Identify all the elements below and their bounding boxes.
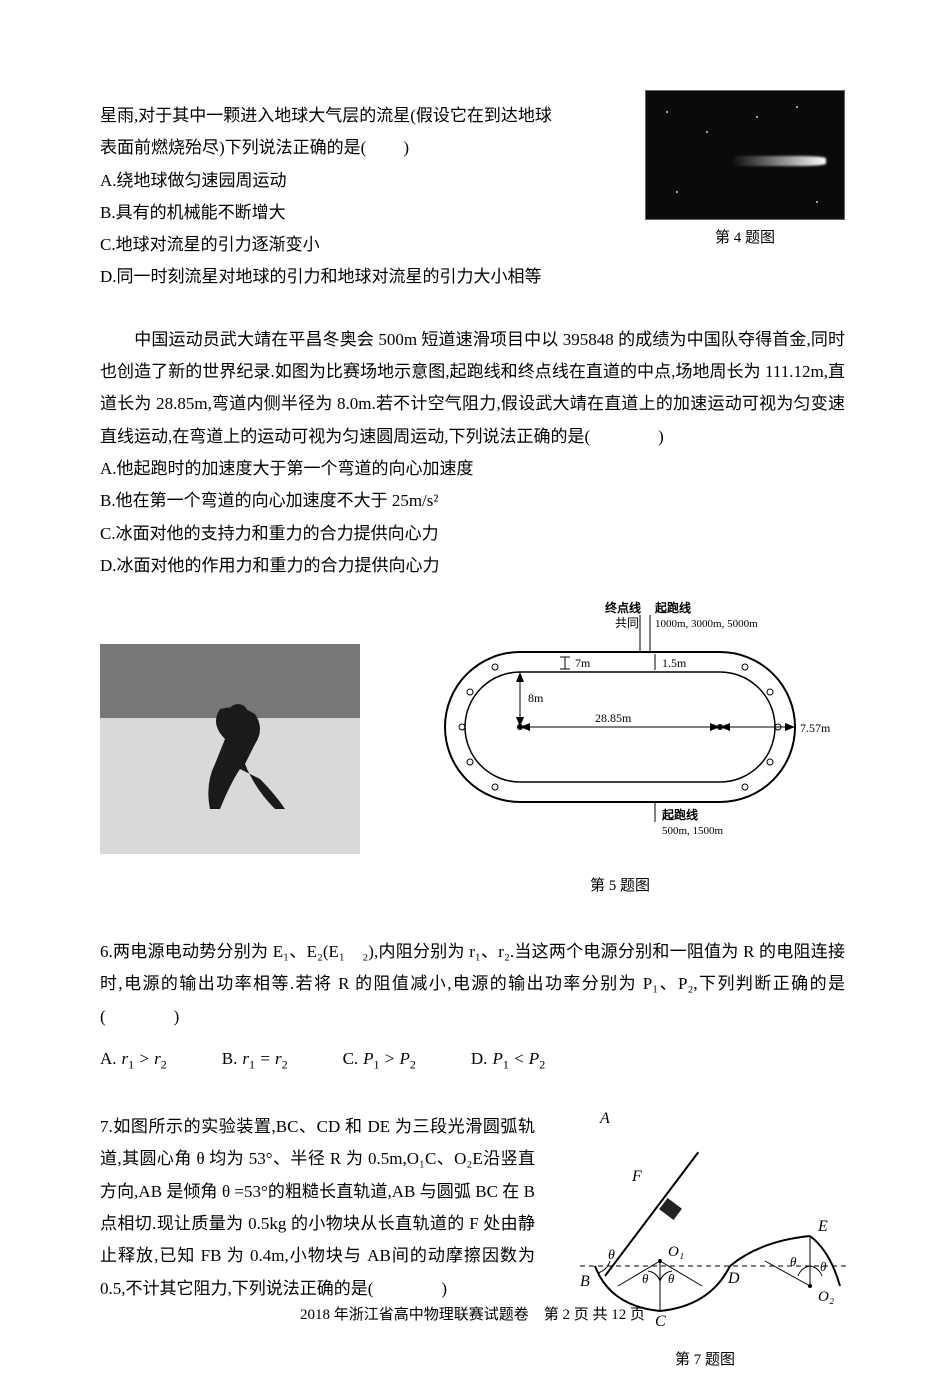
q6-stem: 6.两电源电动势分别为 E₁、E₂(E₁ ₂),内阻分别为 r₁、r₂.当这两个… bbox=[100, 936, 845, 1033]
q5-caption: 第 5 题图 bbox=[410, 872, 830, 901]
q4-caption: 第 4 题图 bbox=[645, 224, 845, 253]
q7-text: 7.如图所示的实验装置,BC、CD 和 DE 为三段光滑圆弧轨道,其圆心角 θ … bbox=[100, 1111, 535, 1305]
q7-theta-4: θ bbox=[790, 1254, 797, 1269]
q6-option-c: C.P1 > P2 bbox=[343, 1043, 416, 1076]
q4-option-b: B.具有的机械能不断增大 bbox=[100, 197, 610, 229]
track-svg: 终点线 起跑线 共同 1000m, 3000m, 5000m bbox=[410, 597, 830, 857]
q7-theta-3: θ bbox=[668, 1271, 675, 1286]
q5-option-c: C.冰面对他的支持力和重力的合力提供向心力 bbox=[100, 518, 845, 550]
q5-figures: 终点线 起跑线 共同 1000m, 3000m, 5000m bbox=[100, 597, 845, 901]
track-1-5m: 1.5m bbox=[662, 656, 687, 670]
q4-stem-line1: 星雨,对于其中一颗进入地球大气层的流星(假设它在到达地球 bbox=[100, 106, 552, 125]
track-finish-label: 终点线 bbox=[605, 600, 641, 615]
q7-figure: A F B C D E O₁ O₂ θ θ θ θ θ 第 7 题图 bbox=[550, 1111, 860, 1375]
track-start-label: 起跑线 bbox=[654, 600, 691, 615]
track-7m: 7m bbox=[575, 656, 591, 670]
q4-option-c: C.地球对流星的引力逐渐变小 bbox=[100, 229, 610, 261]
q6-option-d: D.P1 < P2 bbox=[471, 1043, 545, 1076]
q5-stem: 中国运动员武大靖在平昌冬奥会 500m 短道速滑项目中以 395848 的成绩为… bbox=[100, 324, 845, 453]
track-common-label: 共同 bbox=[615, 616, 639, 630]
q7-stem: 7.如图所示的实验装置,BC、CD 和 DE 为三段光滑圆弧轨道,其圆心角 θ … bbox=[100, 1111, 535, 1305]
track-7-57m: 7.57m bbox=[800, 721, 830, 735]
q4-text: 星雨,对于其中一颗进入地球大气层的流星(假设它在到达地球 表面前燃烧殆尽)下列说… bbox=[100, 100, 610, 294]
q6-options: A.r1 > r2 B.r1 = r2 C.P1 > P2 D.P1 < P2 bbox=[100, 1043, 845, 1076]
q7-label-D: D bbox=[727, 1270, 740, 1287]
track-dist-bot: 500m, 1500m bbox=[662, 825, 724, 837]
meteor-image bbox=[645, 90, 845, 220]
question-6: 6.两电源电动势分别为 E₁、E₂(E₁ ₂),内阻分别为 r₁、r₂.当这两个… bbox=[100, 936, 845, 1076]
q7-label-F: F bbox=[631, 1168, 642, 1185]
q7-theta-1: θ bbox=[608, 1248, 615, 1263]
question-5: 中国运动员武大靖在平昌冬奥会 500m 短道速滑项目中以 395848 的成绩为… bbox=[100, 324, 845, 901]
q6-option-b: B.r1 = r2 bbox=[222, 1043, 288, 1076]
q5-option-b: B.他在第一个弯道的向心加速度不大于 25m/s² bbox=[100, 485, 845, 517]
answer-blank bbox=[366, 138, 403, 157]
q4-stem: 星雨,对于其中一颗进入地球大气层的流星(假设它在到达地球 表面前燃烧殆尽)下列说… bbox=[100, 100, 610, 165]
q6-option-a: A.r1 > r2 bbox=[100, 1043, 167, 1076]
q4-option-d: D.同一时刻流星对地球的引力和地球对流星的引力大小相等 bbox=[100, 261, 610, 293]
q7-label-E: E bbox=[817, 1218, 828, 1235]
q4-figure: 第 4 题图 bbox=[645, 90, 845, 253]
q4-option-a: A.绕地球做匀速园周运动 bbox=[100, 165, 610, 197]
q7-caption: 第 7 题图 bbox=[550, 1346, 860, 1375]
q4-stem-line2: 表面前燃烧殆尽)下列说法正确的是( bbox=[100, 138, 366, 157]
track-start2: 起跑线 bbox=[661, 807, 698, 822]
page-footer: 2018 年浙江省高中物理联赛试题卷 第 2 页 共 12 页 bbox=[0, 1301, 945, 1330]
track-diagram: 终点线 起跑线 共同 1000m, 3000m, 5000m bbox=[410, 597, 830, 901]
q7-theta-5: θ bbox=[820, 1259, 827, 1274]
question-4: 星雨,对于其中一颗进入地球大气层的流星(假设它在到达地球 表面前燃烧殆尽)下列说… bbox=[100, 100, 845, 294]
track-28-85m: 28.85m bbox=[595, 711, 632, 725]
track-dist-top: 1000m, 3000m, 5000m bbox=[655, 618, 758, 630]
question-7: 7.如图所示的实验装置,BC、CD 和 DE 为三段光滑圆弧轨道,其圆心角 θ … bbox=[100, 1111, 845, 1305]
track-8m: 8m bbox=[528, 691, 544, 705]
q7-label-B: B bbox=[580, 1273, 590, 1290]
skater-icon bbox=[200, 704, 290, 814]
q7-svg: A F B C D E O₁ O₂ θ θ θ θ θ bbox=[550, 1111, 860, 1331]
q5-option-a: A.他起跑时的加速度大于第一个弯道的向心加速度 bbox=[100, 453, 845, 485]
q5-option-d: D.冰面对他的作用力和重力的合力提供向心力 bbox=[100, 550, 845, 582]
skater-photo bbox=[100, 644, 360, 854]
q7-label-A: A bbox=[599, 1111, 610, 1127]
q7-theta-2: θ bbox=[642, 1271, 649, 1286]
q7-label-O1: O₁ bbox=[668, 1244, 684, 1260]
